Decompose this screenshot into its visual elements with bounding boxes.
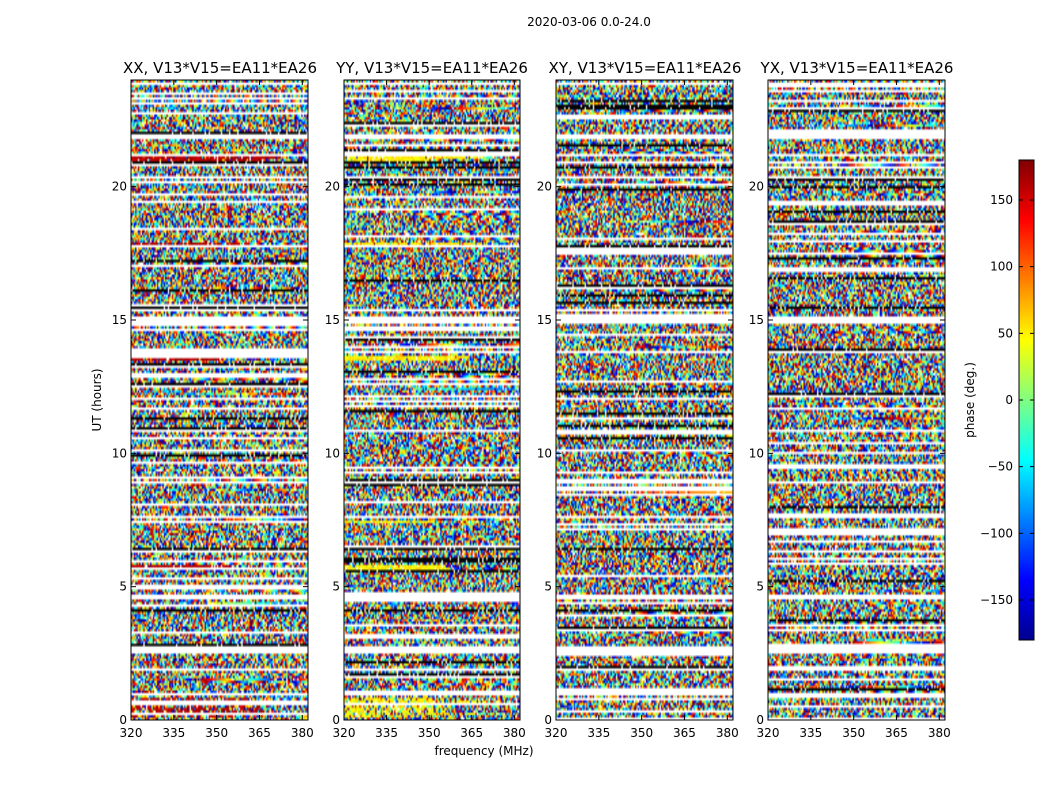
panel-title: XX, V13*V15=EA11*EA26 <box>123 59 317 77</box>
y-tick-label: 0 <box>756 713 764 727</box>
phase-waterfall-figure: 2020-03-06 0.0-24.0 XX, V13*V15=EA11*EA2… <box>0 0 1050 800</box>
panel-xx: XX, V13*V15=EA11*EA26 320 335 350 365 380 0 5 1… <box>112 59 317 740</box>
x-tick-label: 320 <box>333 726 356 740</box>
x-tick-label: 320 <box>120 726 143 740</box>
x-tick-label: 365 <box>460 726 483 740</box>
y-tick-label: 5 <box>756 580 764 594</box>
y-tick-label: 20 <box>537 180 552 194</box>
colorbar-tick-label: 0 <box>1005 393 1013 407</box>
colorbar-tick-label: −150 <box>980 593 1013 607</box>
y-tick-label: 15 <box>537 313 552 327</box>
y-tick-label: 0 <box>332 713 340 727</box>
y-tick-label: 0 <box>119 713 127 727</box>
colorbar-tick-label: 150 <box>990 193 1013 207</box>
y-tick-label: 15 <box>749 313 764 327</box>
colorbar-tick-label: −100 <box>980 526 1013 540</box>
x-tick-label: 350 <box>630 726 653 740</box>
x-tick-label: 335 <box>162 726 185 740</box>
x-tick-label: 350 <box>205 726 228 740</box>
y-tick-label: 0 <box>544 713 552 727</box>
y-tick-label: 20 <box>325 180 340 194</box>
x-tick-label: 350 <box>842 726 865 740</box>
y-tick-label: 15 <box>325 313 340 327</box>
y-tick-label: 5 <box>332 580 340 594</box>
y-axis-label: UT (hours) <box>90 368 104 431</box>
x-tick-label: 380 <box>503 726 526 740</box>
x-axis-label: frequency (MHz) <box>434 744 533 758</box>
y-tick-label: 10 <box>325 446 340 460</box>
x-tick-label: 380 <box>928 726 951 740</box>
y-tick-label: 20 <box>112 180 127 194</box>
colorbar: 150 100 50 0 −50 −100 −150 phase (deg.) <box>963 160 1034 640</box>
panel-title: XY, V13*V15=EA11*EA26 <box>549 59 742 77</box>
x-tick-label: 350 <box>418 726 441 740</box>
phase-heatmap <box>768 80 945 720</box>
x-tick-label: 380 <box>291 726 314 740</box>
x-tick-label: 335 <box>375 726 398 740</box>
figure-suptitle: 2020-03-06 0.0-24.0 <box>527 15 651 29</box>
y-tick-label: 20 <box>749 180 764 194</box>
phase-heatmap <box>556 80 733 720</box>
panel-yx: YX, V13*V15=EA11*EA26 320 335 350 365 380 0 5 1… <box>749 59 954 740</box>
x-tick-label: 320 <box>545 726 568 740</box>
y-tick-label: 10 <box>537 446 552 460</box>
y-tick-label: 15 <box>112 313 127 327</box>
x-tick-label: 335 <box>799 726 822 740</box>
colorbar-label: phase (deg.) <box>963 362 977 438</box>
y-tick-label: 10 <box>749 446 764 460</box>
y-tick-label: 5 <box>119 580 127 594</box>
panel-yy: YY, V13*V15=EA11*EA26 320 335 350 365 380 0 5 1… <box>325 59 528 740</box>
colorbar-tick-label: 50 <box>998 326 1013 340</box>
phase-heatmap <box>131 80 308 720</box>
phase-heatmap <box>344 80 520 720</box>
x-tick-label: 365 <box>248 726 271 740</box>
y-tick-label: 5 <box>544 580 552 594</box>
panel-title: YY, V13*V15=EA11*EA26 <box>335 59 528 77</box>
colorbar-tick-label: 100 <box>990 260 1013 274</box>
x-tick-label: 380 <box>716 726 739 740</box>
panel-title: YX, V13*V15=EA11*EA26 <box>760 59 954 77</box>
x-tick-label: 335 <box>587 726 610 740</box>
x-tick-label: 320 <box>757 726 780 740</box>
x-tick-label: 365 <box>673 726 696 740</box>
x-tick-label: 365 <box>885 726 908 740</box>
colorbar-tick-label: −50 <box>988 460 1013 474</box>
y-tick-label: 10 <box>112 446 127 460</box>
panel-xy: XY, V13*V15=EA11*EA26 320 335 350 365 380 0 5 1… <box>537 59 742 740</box>
